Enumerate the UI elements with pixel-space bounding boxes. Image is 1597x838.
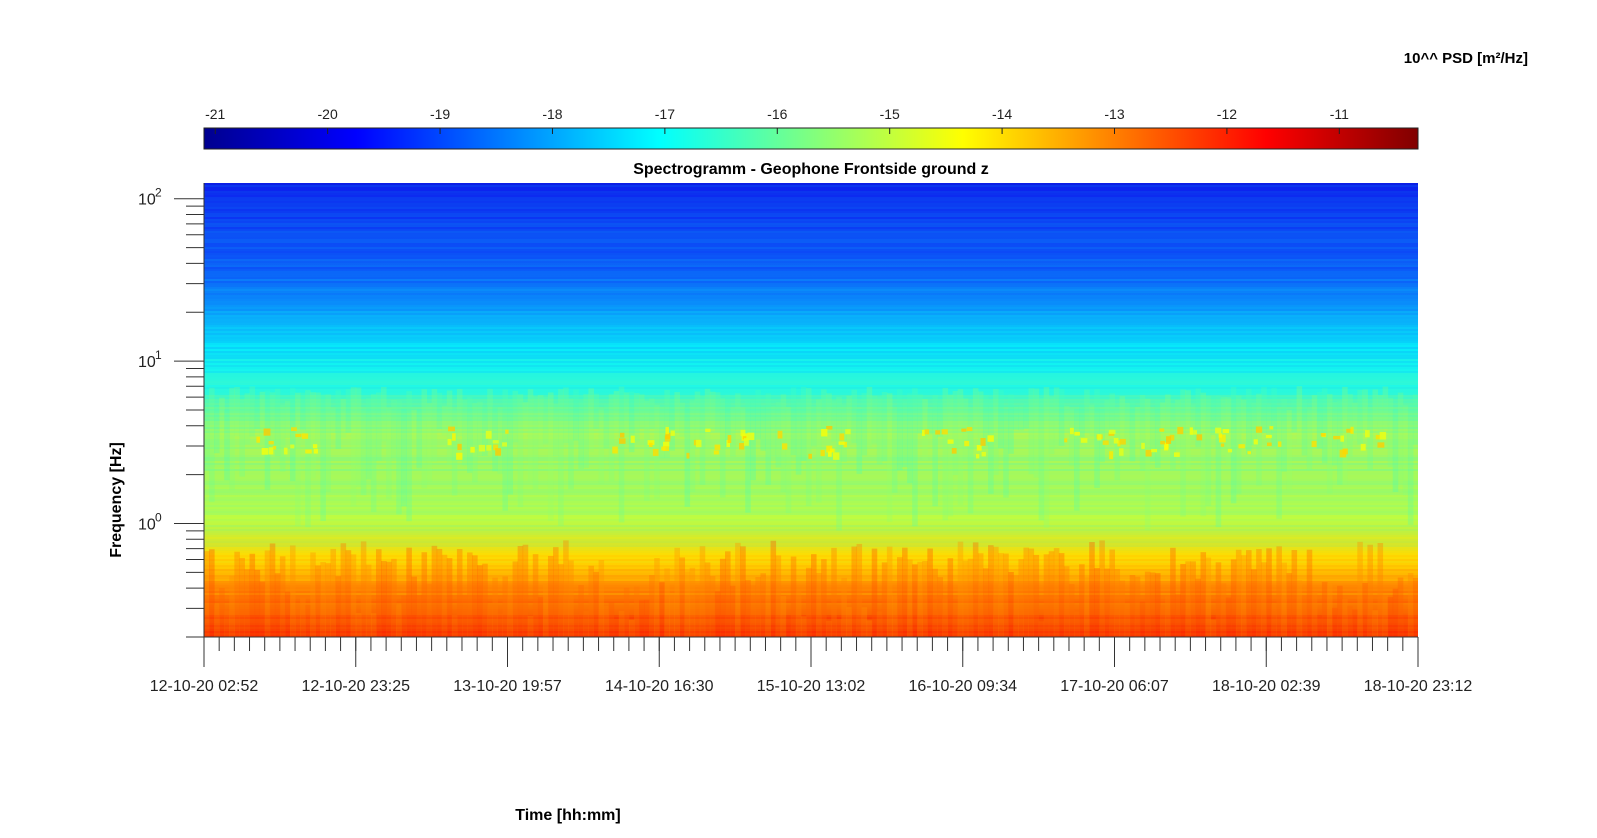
x-axis: 12-10-20 02:52 12-10-20 23:25 13-10-20 19:… (150, 636, 1473, 695)
x-axis-label: Time [hh:mm] (515, 807, 620, 824)
spectrogram-area (204, 183, 1418, 637)
y-tick-label: 10 2 (138, 186, 162, 209)
y-tick-label: 10 0 (138, 511, 162, 534)
x-tick-label: 14-10-20 16:30 (605, 678, 714, 695)
x-tick-label: 13-10-20 19:57 (453, 678, 562, 695)
x-tick-label: 12-10-20 23:25 (301, 678, 410, 695)
x-tick-label: 15-10-20 13:02 (757, 678, 866, 695)
y-axis-label: Frequency [Hz] (108, 442, 125, 558)
colorbar-tick-label: -12 (1217, 106, 1237, 122)
colorbar-tick-label: -19 (430, 106, 450, 122)
colorbar-tick-label: -16 (767, 106, 787, 122)
colorbar-tick-label: -20 (318, 106, 338, 122)
svg-text:1: 1 (155, 348, 162, 362)
x-tick-label: 16-10-20 09:34 (908, 678, 1017, 695)
colorbar-tick-label: -15 (880, 106, 900, 122)
x-tick-label: 18-10-20 02:39 (1212, 678, 1321, 695)
colorbar-gradient (203, 127, 1419, 150)
svg-text:10: 10 (138, 354, 156, 371)
x-tick-label: 17-10-20 06:07 (1060, 678, 1169, 695)
x-tick-label: 12-10-20 02:52 (150, 678, 259, 695)
svg-text:10: 10 (138, 517, 156, 534)
chart-title: Spectrogramm - Geophone Frontside ground… (633, 161, 989, 178)
svg-text:10: 10 (138, 192, 156, 209)
colorbar-tick-label: -21 (205, 106, 225, 122)
svg-text:0: 0 (155, 511, 162, 525)
y-tick-label: 10 1 (138, 348, 162, 371)
x-tick-label: 18-10-20 23:12 (1364, 678, 1473, 695)
colorbar-tick-label: -17 (655, 106, 675, 122)
colorbar-tick-label: -14 (992, 106, 1012, 122)
colorbar-tick-label: -18 (542, 106, 562, 122)
colorbar: -21 -20 -19 -18 -17 -16 -15 -14 -13 -12 -11 10^^ P… (203, 50, 1528, 150)
colorbar-tick-label: -13 (1104, 106, 1124, 122)
colorbar-tick-label: -11 (1330, 106, 1349, 122)
svg-text:2: 2 (155, 186, 162, 200)
colorbar-label: 10^^ PSD [m²/Hz] (1404, 50, 1528, 67)
